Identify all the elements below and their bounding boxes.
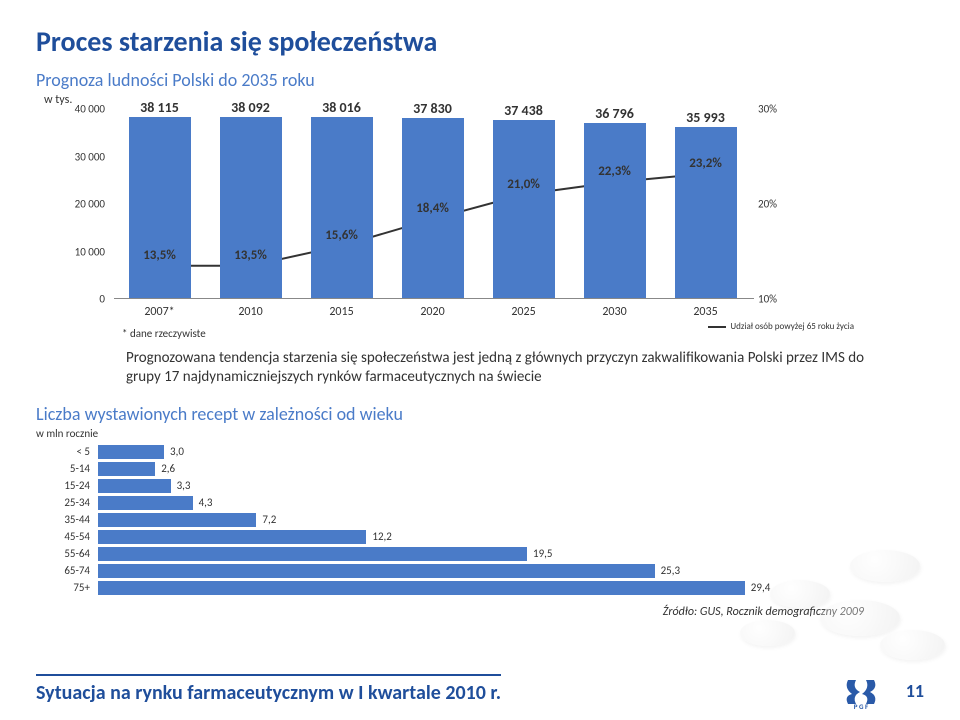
y-axis-left: 010 00020 00030 00040 000: [64, 109, 109, 339]
hbar-row: 5-14 2,6: [50, 461, 810, 477]
pgf-logo: P G F: [838, 674, 884, 710]
hbar: [98, 530, 366, 544]
hbar-row: < 5 3,0: [50, 444, 810, 460]
hbar: [98, 445, 164, 459]
hbar-value-label: 29,4: [751, 580, 770, 596]
hbar-row: 15-24 3,3: [50, 478, 810, 494]
hbar-category-label: 25-34: [50, 495, 90, 511]
bar: 38 016: [311, 117, 373, 298]
bar: 37 438: [493, 120, 555, 298]
legend-line-swatch: [708, 326, 726, 328]
hbar-value-label: 19,5: [533, 546, 552, 562]
y-left-tick: 20 000: [75, 198, 105, 211]
x-category-label: 2030: [569, 305, 660, 319]
hbar-value-label: 7,2: [262, 512, 276, 528]
x-category-label: 2025: [478, 305, 569, 319]
bar-value-label: 36 796: [584, 105, 646, 122]
y-left-tick: 10 000: [75, 245, 105, 258]
hbar: [98, 513, 256, 527]
legend-line-label: Udział osób powyżej 65 roku życia: [730, 321, 854, 332]
svg-text:P G F: P G F: [854, 702, 869, 710]
bar: 38 115: [129, 117, 191, 298]
hbar-value-label: 4,3: [199, 495, 213, 511]
y-right-tick: 20%: [758, 198, 777, 211]
y-left-tick: 0: [99, 293, 105, 306]
hbar-category-label: 45-54: [50, 529, 90, 545]
hbar: [98, 581, 745, 595]
line-value-label: 23,2%: [689, 156, 722, 171]
hbar-row: 35-44 7,2: [50, 512, 810, 528]
hbar-category-label: 55-64: [50, 546, 90, 562]
line-value-label: 18,4%: [416, 201, 449, 216]
x-category-label: 2010: [205, 305, 296, 319]
hbar-value-label: 3,0: [170, 444, 184, 460]
hbar-value-label: 12,2: [372, 529, 391, 545]
bar-value-label: 38 092: [220, 99, 282, 116]
y-right-tick: 10%: [758, 293, 777, 306]
source-text: Źródło: GUS, Rocznik demograficzny 2009: [36, 605, 864, 619]
hbar-category-label: 35-44: [50, 512, 90, 528]
x-category-label: 2015: [296, 305, 387, 319]
hbar-row: 55-64 19,5: [50, 546, 810, 562]
hbar: [98, 496, 193, 510]
line-value-label: 13,5%: [234, 248, 267, 263]
bar-value-label: 38 115: [129, 99, 191, 116]
bar: 38 092: [220, 117, 282, 298]
footer-bar: Sytuacja na rynku farmaceutycznym w I kw…: [36, 674, 501, 706]
line-value-label: 13,5%: [143, 248, 176, 263]
chart2-unit: w mln rocznie: [36, 427, 924, 440]
chart2-subtitle: Liczba wystawionych recept w zależności …: [36, 403, 924, 425]
bar-value-label: 37 830: [402, 100, 464, 117]
x-category-label: 2007*: [114, 305, 205, 319]
hbar-row: 65-74 25,3: [50, 563, 810, 579]
population-chart: 010 00020 00030 00040 000 38 1152007*38 …: [64, 109, 824, 339]
hbar-category-label: < 5: [50, 444, 90, 460]
chart1-subtitle: Prognoza ludności Polski do 2035 roku: [36, 69, 924, 91]
prescriptions-chart: < 53,05-142,615-243,325-344,335-447,245-…: [50, 444, 810, 599]
bar-value-label: 35 993: [675, 109, 737, 126]
slide-footer: Sytuacja na rynku farmaceutycznym w I kw…: [0, 666, 960, 720]
y-axis-right: 10%20%30%: [754, 109, 799, 299]
footer-title: Sytuacja na rynku farmaceutycznym w I kw…: [36, 677, 501, 705]
hbar-category-label: 75+: [50, 580, 90, 596]
line-value-label: 15,6%: [325, 228, 358, 243]
hbar-category-label: 5-14: [50, 461, 90, 477]
hbar-row: 75+ 29,4: [50, 580, 810, 596]
x-category-label: 2035: [660, 305, 751, 319]
x-category-label: 2020: [387, 305, 478, 319]
description-text: Prognozowana tendencja starzenia się spo…: [126, 349, 866, 387]
hbar: [98, 462, 155, 476]
bar: 35 993: [675, 127, 737, 298]
chart1-footnote: * dane rzeczywiste: [122, 327, 206, 340]
y-right-tick: 30%: [758, 103, 777, 116]
hbar-category-label: 15-24: [50, 478, 90, 494]
hbar-row: 25-34 4,3: [50, 495, 810, 511]
line-value-label: 22,3%: [598, 164, 631, 179]
page-number: 11: [906, 680, 924, 702]
y-left-tick: 30 000: [75, 150, 105, 163]
hbar: [98, 564, 655, 578]
hbar-value-label: 3,3: [177, 478, 191, 494]
hbar-value-label: 2,6: [161, 461, 175, 477]
hbar: [98, 547, 527, 561]
line-value-label: 21,0%: [507, 177, 540, 192]
page-title: Proces starzenia się społeczeństwa: [36, 24, 924, 59]
hbar-category-label: 65-74: [50, 563, 90, 579]
hbar-value-label: 25,3: [661, 563, 680, 579]
hbar: [98, 479, 171, 493]
chart1-line-legend: Udział osób powyżej 65 roku życia: [708, 321, 854, 332]
plot-area: 38 1152007*38 092201038 016201537 830202…: [114, 109, 754, 299]
bar: 36 796: [584, 123, 646, 298]
y-left-tick: 40 000: [75, 103, 105, 116]
bar-value-label: 38 016: [311, 99, 373, 116]
hbar-row: 45-54 12,2: [50, 529, 810, 545]
bar-value-label: 37 438: [493, 102, 555, 119]
